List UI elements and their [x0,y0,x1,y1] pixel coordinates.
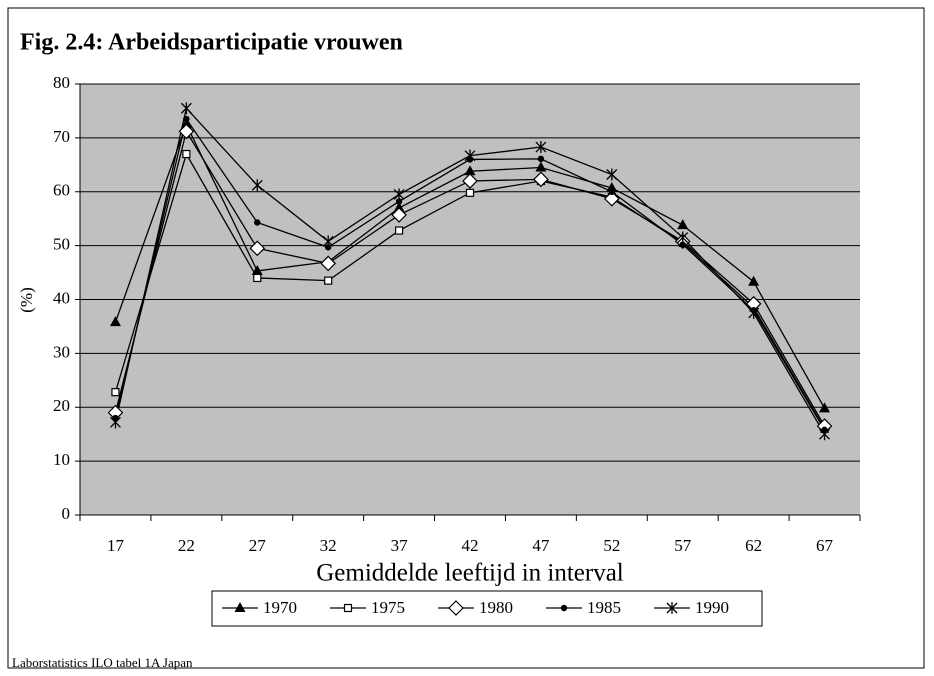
marker [251,264,263,275]
y-tick-label: 70 [53,127,70,146]
y-tick-label: 40 [53,288,70,307]
marker [606,181,618,192]
marker [603,190,620,207]
marker [109,416,121,429]
marker [535,161,547,172]
y-tick-label: 20 [53,396,70,415]
marker [182,149,191,159]
y-tick-label: 10 [53,450,70,469]
marker [748,306,760,319]
x-tick-label: 67 [816,536,834,555]
marker [395,198,403,205]
marker [234,602,246,612]
marker [464,149,476,162]
x-tick-label: 57 [674,536,692,555]
x-axis-label: Gemiddelde leeftijd in interval [316,560,624,587]
marker [394,226,404,235]
y-tick-label: 0 [62,504,71,523]
x-tick-label: 37 [391,536,409,555]
x-tick-label: 27 [249,536,267,555]
marker [393,201,405,212]
marker [748,275,760,286]
legend-label: 1975 [371,598,405,617]
x-tick-label: 62 [745,536,762,555]
marker [253,273,262,283]
y-tick-label: 80 [53,73,70,92]
marker [448,600,464,616]
marker [560,604,568,612]
marker [608,188,616,195]
marker [462,173,478,189]
marker [464,165,476,176]
y-tick-label: 30 [53,342,70,361]
marker [537,155,545,163]
marker [393,188,405,201]
marker [391,207,407,223]
marker [324,276,333,285]
x-tick-label: 52 [603,536,620,555]
marker [343,603,353,613]
marker [178,123,195,140]
y-tick-label: 50 [53,235,70,254]
legend-label: 1970 [263,598,297,617]
marker [320,255,337,272]
marker [180,102,192,115]
legend-label: 1990 [695,598,729,617]
marker [677,219,689,230]
y-axis-label: (%) [17,287,36,312]
marker [254,219,261,226]
marker [109,316,121,327]
marker [465,188,475,197]
marker [183,115,190,123]
y-tick-label: 60 [53,181,70,200]
marker [677,231,689,244]
chart-title: Fig. 2.4: Arbeidsparticipatie vrouwen [20,30,403,56]
marker [535,141,547,154]
marker [111,388,120,397]
marker [180,118,192,129]
x-tick-label: 42 [462,536,479,555]
marker [819,428,831,441]
marker [322,235,334,248]
legend-label: 1980 [479,598,513,617]
x-tick-label: 22 [178,536,195,555]
marker [819,402,831,413]
x-tick-label: 47 [532,536,550,555]
marker [606,168,618,181]
marker [666,602,678,614]
x-tick-label: 32 [320,536,337,555]
marker [679,241,686,248]
marker [249,240,266,257]
marker [251,179,263,192]
marker [533,171,549,188]
x-tick-label: 17 [107,536,125,555]
source-note: Laborstatistics ILO tabel 1A Japan [12,655,193,670]
legend-label: 1985 [587,598,621,617]
